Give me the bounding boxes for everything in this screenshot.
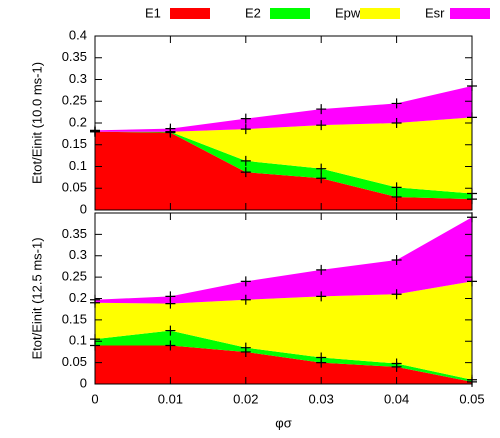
- point-marker: [391, 182, 402, 193]
- y-tick-label: 0.25: [62, 93, 87, 108]
- area: [95, 330, 472, 382]
- area: [95, 345, 472, 384]
- area: [95, 86, 472, 132]
- point-marker: [316, 291, 327, 302]
- y-tick-label: 0.3: [69, 71, 87, 86]
- legend-label: Epw: [335, 5, 361, 20]
- y-tick-label: 0.4: [69, 27, 87, 42]
- legend-label: E1: [145, 5, 161, 20]
- y-tick-label: 0.15: [62, 311, 87, 326]
- y-tick-label: 0.3: [69, 247, 87, 262]
- x-tick-label: 0.04: [384, 391, 409, 406]
- point-marker: [240, 167, 251, 178]
- point-marker: [316, 264, 327, 275]
- point-marker: [165, 291, 176, 302]
- point-marker: [316, 173, 327, 184]
- y-tick-label: 0.2: [69, 114, 87, 129]
- legend-swatch: [170, 8, 210, 19]
- point-marker: [391, 255, 402, 266]
- point-marker: [391, 191, 402, 202]
- point-marker: [316, 104, 327, 115]
- point-marker: [240, 294, 251, 305]
- legend-swatch: [360, 8, 400, 19]
- point-marker: [391, 118, 402, 128]
- legend-swatch: [270, 8, 310, 19]
- point-marker: [391, 358, 402, 369]
- area: [95, 117, 472, 194]
- point-marker: [316, 120, 327, 131]
- point-marker: [165, 123, 176, 134]
- y-tick-label: 0.1: [69, 158, 87, 173]
- x-tick-label: 0.05: [459, 391, 484, 406]
- y-tick-label: 0.35: [62, 49, 87, 64]
- y-tick-label: 0.35: [62, 226, 87, 241]
- x-tick-label: 0.01: [158, 391, 183, 406]
- area: [95, 131, 472, 210]
- legend-label: E2: [245, 5, 261, 20]
- point-marker: [240, 124, 251, 135]
- y-tick-label: 0: [80, 375, 87, 390]
- point-marker: [165, 340, 176, 351]
- y-axis-label: Etot/Einit (10.0 ms-1): [29, 62, 44, 184]
- y-tick-label: 0.2: [69, 290, 87, 305]
- x-tick-label: 0: [91, 391, 98, 406]
- y-tick-label: 0: [80, 201, 87, 216]
- y-tick-label: 0.05: [62, 180, 87, 195]
- point-marker: [240, 113, 251, 124]
- legend-swatch: [450, 8, 490, 19]
- y-tick-label: 0.05: [62, 354, 87, 369]
- x-tick-label: 0.03: [309, 391, 334, 406]
- area: [95, 131, 472, 200]
- x-tick-label: 0.02: [233, 391, 258, 406]
- point-marker: [316, 352, 327, 363]
- y-tick-label: 0.15: [62, 136, 87, 151]
- point-marker: [240, 276, 251, 287]
- area: [95, 217, 472, 304]
- point-marker: [316, 163, 327, 174]
- point-marker: [240, 155, 251, 166]
- point-marker: [391, 98, 402, 109]
- x-axis-label: φσ: [275, 415, 291, 430]
- y-tick-label: 0.1: [69, 333, 87, 348]
- area: [95, 281, 472, 380]
- y-tick-label: 0.25: [62, 269, 87, 284]
- point-marker: [165, 325, 176, 336]
- point-marker: [240, 342, 251, 353]
- legend-label: Esr: [425, 5, 445, 20]
- point-marker: [391, 289, 402, 300]
- y-axis-label: Etot/Einit (12.5 ms-1): [29, 237, 44, 359]
